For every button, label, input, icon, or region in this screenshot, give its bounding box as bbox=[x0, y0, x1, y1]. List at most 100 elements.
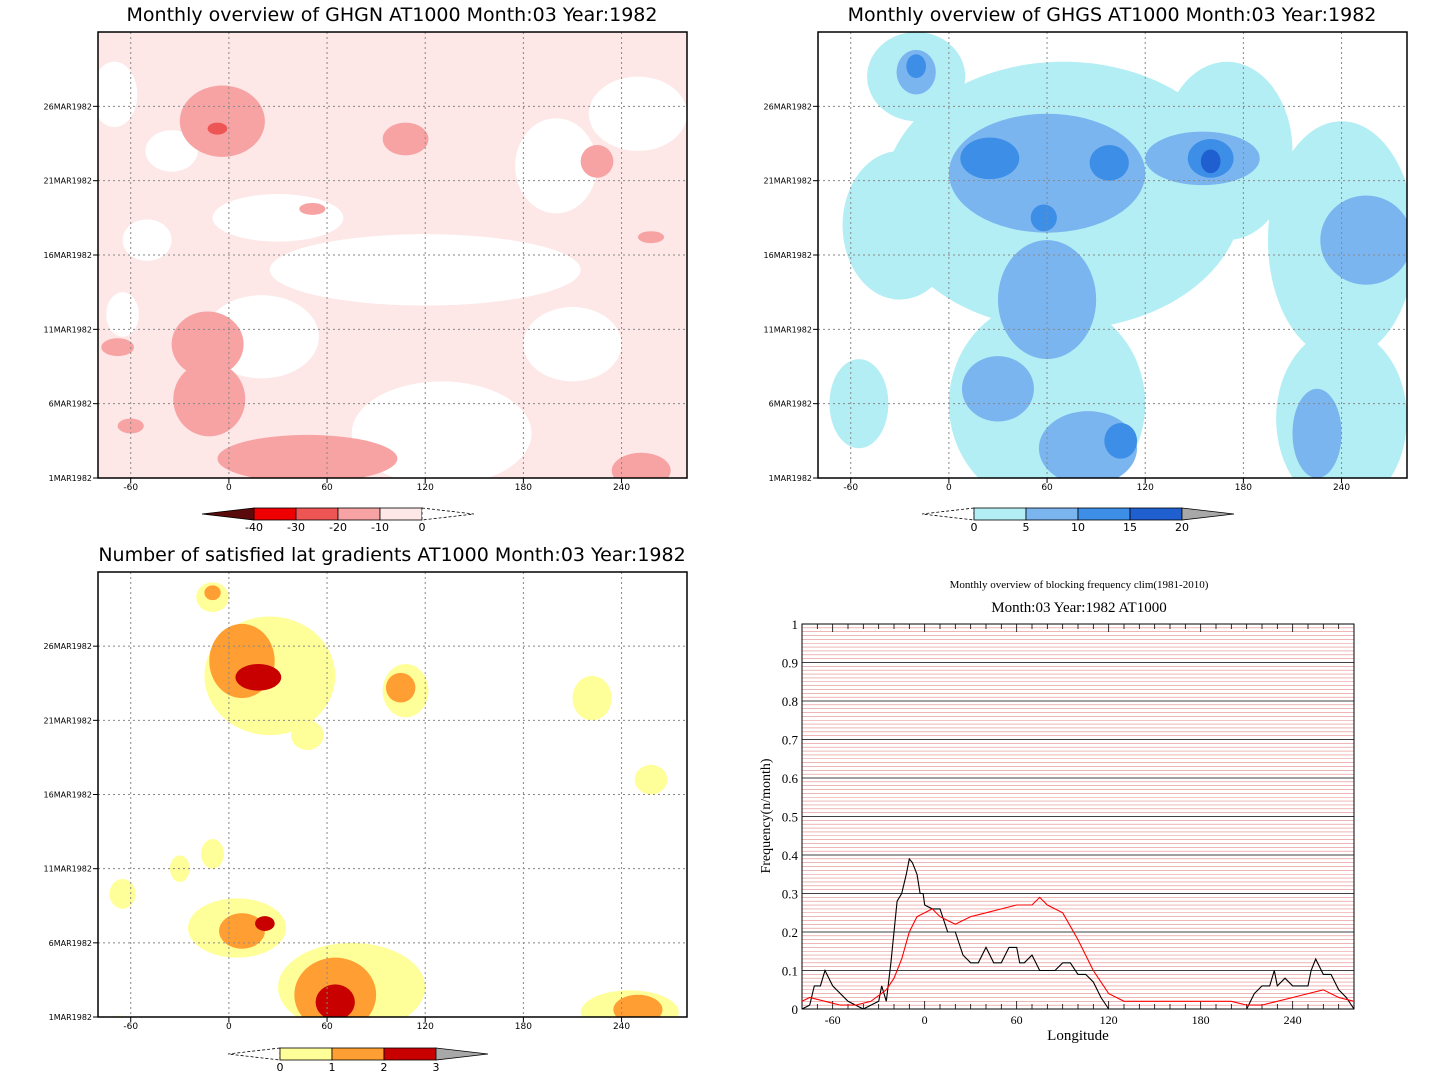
contour-patch bbox=[1292, 388, 1342, 478]
chart-title: Monthly overview of GHGN AT1000 Month:03… bbox=[127, 4, 658, 26]
x-tick-label: 240 bbox=[1284, 1013, 1302, 1027]
contour-patch bbox=[382, 122, 429, 156]
x-tick-label: -60 bbox=[843, 483, 858, 493]
y-tick-label: 0.6 bbox=[782, 771, 799, 786]
x-tick-label: 0 bbox=[226, 483, 232, 493]
colorbar-upper-arrow bbox=[421, 507, 475, 521]
colorbar-segment bbox=[331, 1047, 385, 1061]
y-axis-label: Frequency(n/month) bbox=[759, 758, 774, 873]
y-tick-label: 6MAR1982 bbox=[49, 939, 92, 948]
y-tick-label: 16MAR1982 bbox=[44, 791, 92, 800]
y-tick-label: 0.4 bbox=[782, 848, 799, 863]
y-tick-label: 0.1 bbox=[782, 964, 798, 979]
colorbar-lower-arrow bbox=[227, 1047, 281, 1061]
colorbar-upper-arrow bbox=[435, 1047, 489, 1061]
y-tick-label: 11MAR1982 bbox=[764, 325, 812, 334]
y-tick-label: 26MAR1982 bbox=[44, 642, 92, 651]
contour-patch bbox=[106, 292, 139, 337]
heatmap-panel-1: -60 0 60 120 180 240 1MAR1982 6MAR1982 11MAR1982… bbox=[44, 4, 688, 534]
contour-patch bbox=[98, 61, 138, 128]
contour-patch bbox=[255, 916, 275, 931]
contour-patch bbox=[217, 434, 398, 478]
y-tick-label: 21MAR1982 bbox=[764, 177, 812, 186]
colorbar-segment bbox=[973, 507, 1027, 521]
chart-title: Number of satisfied lat gradients AT1000… bbox=[98, 544, 685, 566]
contour-patch bbox=[634, 764, 668, 795]
contour-patch bbox=[515, 118, 598, 214]
colorbar-lower-arrow bbox=[201, 507, 255, 521]
colorbar-label: -30 bbox=[287, 521, 305, 534]
contour-fills bbox=[98, 61, 687, 478]
contour-patch bbox=[299, 202, 326, 215]
colorbar-label: 15 bbox=[1123, 521, 1137, 534]
colorbar-segment bbox=[337, 507, 381, 521]
y-tick-label: 26MAR1982 bbox=[764, 102, 812, 111]
x-tick-label: 120 bbox=[1100, 1013, 1118, 1027]
contour-patch bbox=[269, 234, 581, 306]
y-tick-label: 16MAR1982 bbox=[44, 251, 92, 260]
contour-patch bbox=[207, 122, 228, 135]
y-tick-label: 1MAR1982 bbox=[49, 474, 92, 483]
contour-patch bbox=[961, 356, 1034, 422]
x-tick-label: 0 bbox=[946, 483, 952, 493]
colorbar-label: 1 bbox=[329, 1061, 336, 1074]
colorbar-label: 2 bbox=[381, 1061, 388, 1074]
contour-patch bbox=[611, 452, 671, 478]
y-tick-label: 0.7 bbox=[782, 733, 799, 748]
contour-patch bbox=[173, 362, 246, 437]
y-tick-label: 11MAR1982 bbox=[44, 325, 92, 334]
colorbar-segment bbox=[383, 1047, 437, 1061]
colorbar-label: -40 bbox=[245, 521, 263, 534]
colorbar-label: 0 bbox=[419, 521, 426, 534]
colorbar-label: 5 bbox=[1023, 521, 1030, 534]
colorbar-label: -10 bbox=[371, 521, 389, 534]
contour-patch bbox=[101, 338, 134, 357]
chart-title: Monthly overview of blocking frequency c… bbox=[950, 579, 1209, 591]
contour-patch bbox=[842, 150, 958, 300]
y-tick-label: 0 bbox=[792, 1002, 799, 1017]
colorbar-lower-arrow bbox=[921, 507, 975, 521]
colorbar-label: 0 bbox=[277, 1061, 284, 1074]
colorbar-segment bbox=[253, 507, 297, 521]
heatmap-panel-2: -60 0 60 120 180 240 1MAR1982 6MAR1982 11MAR1982… bbox=[764, 4, 1408, 534]
x-tick-label: 240 bbox=[613, 483, 630, 493]
line-chart-panel: -60 0 60 120 180 240 0 0.1 0.2 0.3 0.4 0.5 0.6 0.7 0.8… bbox=[759, 579, 1355, 1044]
x-tick-label: -60 bbox=[825, 1013, 841, 1027]
y-tick-label: 6MAR1982 bbox=[49, 400, 92, 409]
chart-title: Monthly overview of GHGS AT1000 Month:03… bbox=[848, 4, 1377, 26]
colorbar-label: 3 bbox=[433, 1061, 440, 1074]
colorbar-label: 20 bbox=[1175, 521, 1189, 534]
contour-patch bbox=[219, 913, 265, 949]
x-tick-label: 240 bbox=[613, 1022, 630, 1032]
y-tick-label: 0.2 bbox=[782, 925, 798, 940]
heatmap-panel-3: -60 0 60 120 180 2401MAR19826MAR198211MAR1982… bbox=[44, 544, 688, 1074]
contour-patch bbox=[1104, 422, 1138, 459]
contour-patch bbox=[201, 839, 224, 869]
contour-patch bbox=[613, 994, 663, 1017]
y-tick-label: 16MAR1982 bbox=[764, 251, 812, 260]
y-tick-label: 0.8 bbox=[782, 694, 798, 709]
colorbar-segment bbox=[1129, 507, 1183, 521]
contour-patch bbox=[1030, 204, 1057, 232]
colorbar-upper-arrow bbox=[1181, 507, 1235, 521]
contour-patch bbox=[997, 240, 1097, 360]
x-tick-label: -60 bbox=[123, 1022, 138, 1032]
x-tick-label: 60 bbox=[321, 483, 333, 493]
x-tick-label: 60 bbox=[321, 1022, 333, 1032]
contour-patch bbox=[1089, 144, 1129, 181]
colorbar-segment bbox=[279, 1047, 333, 1061]
x-tick-label: 180 bbox=[1192, 1013, 1210, 1027]
contour-patch bbox=[117, 418, 144, 434]
contour-fills bbox=[109, 582, 679, 1017]
colorbar-segment bbox=[1025, 507, 1079, 521]
colorbar-segment bbox=[295, 507, 339, 521]
series-line-2 bbox=[801, 896, 1355, 1006]
colorbar-segment bbox=[1077, 507, 1131, 521]
contour-patch bbox=[179, 85, 265, 157]
x-tick-label: -60 bbox=[123, 483, 138, 493]
contour-patch bbox=[588, 76, 687, 151]
colorbar-label: 0 bbox=[971, 521, 978, 534]
contour-patch bbox=[109, 879, 136, 909]
series-line-1 bbox=[801, 857, 1355, 1010]
y-tick-label: 0.5 bbox=[782, 810, 798, 825]
